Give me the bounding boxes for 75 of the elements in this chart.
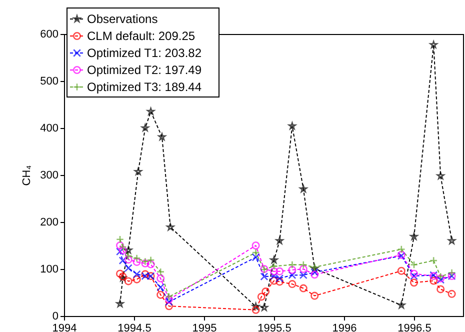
x-tick-label: 1995.5 bbox=[258, 322, 292, 332]
point bbox=[118, 246, 127, 254]
point bbox=[270, 276, 278, 285]
point bbox=[252, 242, 260, 250]
point bbox=[262, 288, 270, 296]
x-tick-label: 1995 bbox=[192, 322, 217, 332]
point bbox=[299, 271, 308, 280]
point bbox=[132, 258, 141, 266]
point bbox=[448, 236, 456, 244]
point bbox=[257, 292, 266, 301]
point bbox=[410, 278, 418, 287]
point bbox=[116, 248, 124, 256]
legend-label: Optimized T2: 197.49 bbox=[87, 63, 202, 77]
point bbox=[156, 283, 165, 292]
point bbox=[252, 248, 260, 257]
y-tick-label: 600 bbox=[40, 28, 58, 40]
point bbox=[430, 276, 438, 285]
point bbox=[116, 235, 124, 244]
point bbox=[430, 256, 438, 265]
point bbox=[276, 278, 284, 286]
point bbox=[397, 266, 406, 275]
point bbox=[448, 290, 456, 298]
y-axis-title: CH₄ bbox=[21, 164, 34, 186]
legend-label: Optimized T3: 189.44 bbox=[87, 80, 202, 94]
point bbox=[276, 267, 284, 276]
point bbox=[156, 274, 165, 282]
x-tick-label: 1994 bbox=[52, 322, 77, 332]
legend-label: CLM default: 209.25 bbox=[87, 29, 196, 43]
legend-label: Optimized T1: 203.82 bbox=[87, 46, 202, 60]
point bbox=[299, 265, 308, 273]
legend-label: Observations bbox=[87, 12, 158, 26]
point bbox=[118, 242, 127, 251]
point bbox=[310, 292, 319, 300]
point bbox=[288, 260, 296, 269]
point bbox=[299, 284, 308, 292]
point bbox=[141, 124, 150, 132]
point bbox=[124, 252, 132, 260]
point bbox=[410, 270, 418, 278]
point bbox=[310, 268, 319, 276]
point bbox=[410, 272, 418, 280]
y-tick-label: 100 bbox=[40, 264, 58, 276]
point bbox=[156, 290, 165, 299]
point bbox=[397, 245, 406, 254]
point bbox=[132, 254, 141, 262]
point bbox=[436, 285, 445, 294]
point bbox=[410, 260, 418, 269]
point bbox=[124, 256, 132, 264]
point bbox=[288, 266, 296, 274]
point bbox=[288, 271, 296, 280]
point bbox=[118, 256, 127, 265]
point bbox=[124, 264, 132, 272]
point bbox=[448, 268, 456, 277]
point bbox=[146, 256, 155, 264]
x-tick-label: 1994.5 bbox=[118, 322, 152, 332]
point bbox=[310, 270, 319, 279]
point bbox=[270, 262, 278, 270]
point bbox=[146, 260, 155, 268]
point bbox=[288, 280, 296, 288]
point bbox=[252, 306, 260, 314]
y-tick-label: 400 bbox=[40, 122, 58, 134]
x-tick-label: 1996 bbox=[332, 322, 357, 332]
point bbox=[156, 268, 165, 276]
point bbox=[270, 267, 278, 276]
y-tick-label: 300 bbox=[40, 170, 58, 182]
point bbox=[299, 260, 308, 269]
point bbox=[252, 253, 260, 262]
y-tick-label: 500 bbox=[40, 76, 58, 88]
y-tick-label: 200 bbox=[40, 216, 58, 228]
point bbox=[164, 292, 174, 301]
point bbox=[116, 242, 124, 250]
point bbox=[132, 275, 141, 284]
point bbox=[124, 277, 132, 286]
x-tick-label: 1996.5 bbox=[398, 322, 432, 332]
y-tick-label: 0 bbox=[52, 310, 58, 322]
point bbox=[164, 302, 174, 310]
